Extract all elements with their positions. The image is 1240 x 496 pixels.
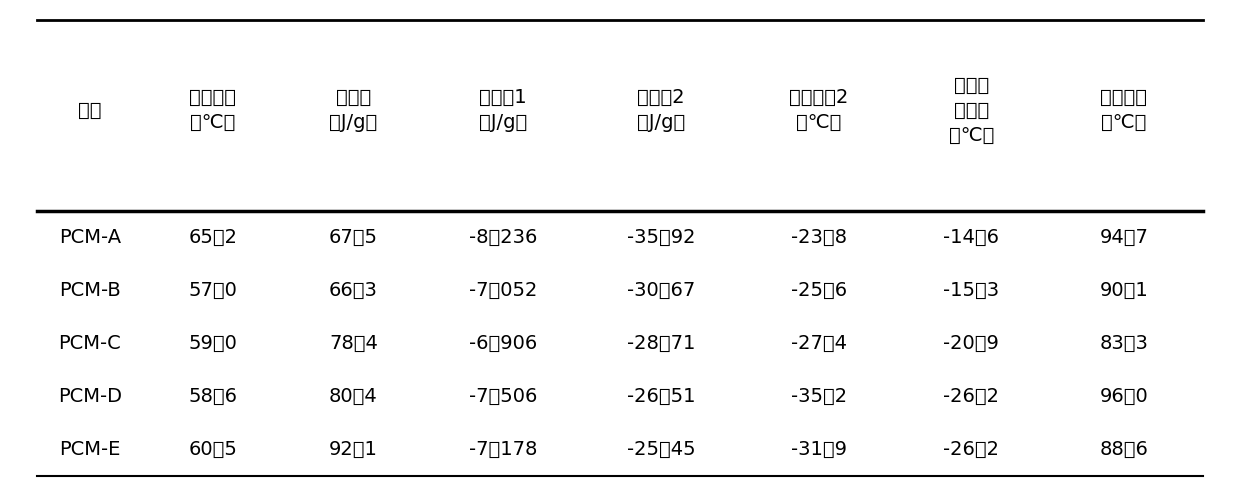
Text: 78．4: 78．4 (329, 334, 378, 353)
Text: -35．92: -35．92 (626, 228, 696, 247)
Text: -6．906: -6．906 (469, 334, 537, 353)
Text: 66．3: 66．3 (329, 281, 378, 300)
Text: 57．0: 57．0 (188, 281, 237, 300)
Text: 88．6: 88．6 (1100, 440, 1148, 459)
Text: -7．052: -7．052 (469, 281, 537, 300)
Text: -26．51: -26．51 (626, 387, 696, 406)
Text: 样品: 样品 (78, 101, 102, 120)
Text: -8．236: -8．236 (469, 228, 537, 247)
Text: 58．6: 58．6 (188, 387, 237, 406)
Text: PCM-D: PCM-D (58, 387, 122, 406)
Text: 60．5: 60．5 (188, 440, 237, 459)
Text: 80．4: 80．4 (329, 387, 378, 406)
Text: -27．4: -27．4 (791, 334, 847, 353)
Text: 结晶焓2
（J/g）: 结晶焓2 （J/g） (637, 88, 686, 132)
Text: 滞后温度
（℃）: 滞后温度 （℃） (1100, 88, 1147, 132)
Text: 92．1: 92．1 (329, 440, 378, 459)
Text: PCM-E: PCM-E (60, 440, 120, 459)
Text: PCM-C: PCM-C (58, 334, 122, 353)
Text: 熔融焓
（J/g）: 熔融焓 （J/g） (330, 88, 378, 132)
Text: -26．2: -26．2 (944, 387, 999, 406)
Text: -30．67: -30．67 (627, 281, 696, 300)
Text: 67．5: 67．5 (329, 228, 378, 247)
Text: -31．9: -31．9 (791, 440, 847, 459)
Text: -35．2: -35．2 (791, 387, 847, 406)
Text: -7．178: -7．178 (469, 440, 537, 459)
Text: -7．506: -7．506 (469, 387, 537, 406)
Text: -25．6: -25．6 (791, 281, 847, 300)
Text: 59．0: 59．0 (188, 334, 237, 353)
Text: 熔融温度
（℃）: 熔融温度 （℃） (190, 88, 237, 132)
Text: PCM-A: PCM-A (58, 228, 122, 247)
Text: -14．6: -14．6 (944, 228, 999, 247)
Text: -25．45: -25．45 (626, 440, 696, 459)
Text: 结晶温度2
（℃）: 结晶温度2 （℃） (790, 88, 849, 132)
Text: PCM-B: PCM-B (60, 281, 120, 300)
Text: -26．2: -26．2 (944, 440, 999, 459)
Text: 结晶焓1
（J/g）: 结晶焓1 （J/g） (479, 88, 527, 132)
Text: 结晶起
始温度
（℃）: 结晶起 始温度 （℃） (949, 76, 994, 145)
Text: -23．8: -23．8 (791, 228, 847, 247)
Text: 65．2: 65．2 (188, 228, 237, 247)
Text: -15．3: -15．3 (944, 281, 999, 300)
Text: 90．1: 90．1 (1100, 281, 1148, 300)
Text: -20．9: -20．9 (944, 334, 999, 353)
Text: 94．7: 94．7 (1100, 228, 1148, 247)
Text: 83．3: 83．3 (1100, 334, 1148, 353)
Text: -28．71: -28．71 (626, 334, 696, 353)
Text: 96．0: 96．0 (1100, 387, 1148, 406)
